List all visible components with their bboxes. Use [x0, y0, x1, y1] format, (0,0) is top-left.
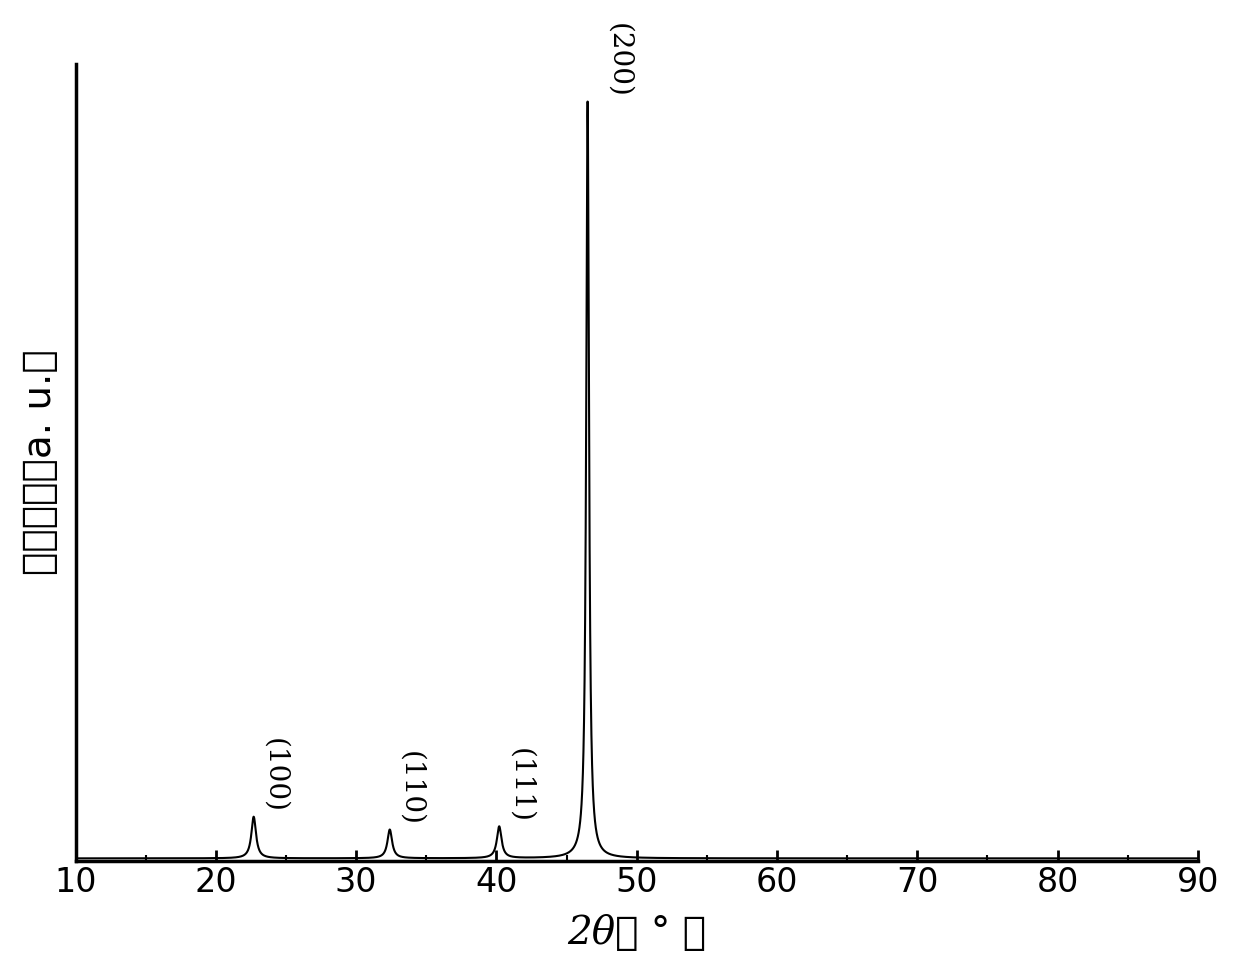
Text: (111): (111) [507, 747, 533, 823]
Y-axis label: 相对强度（a. u.）: 相对强度（a. u.） [21, 349, 58, 575]
X-axis label: 2θ（ ° ）: 2θ（ ° ） [567, 916, 707, 953]
Text: (200): (200) [605, 23, 632, 97]
Text: (110): (110) [397, 751, 424, 826]
Text: (100): (100) [262, 738, 288, 812]
